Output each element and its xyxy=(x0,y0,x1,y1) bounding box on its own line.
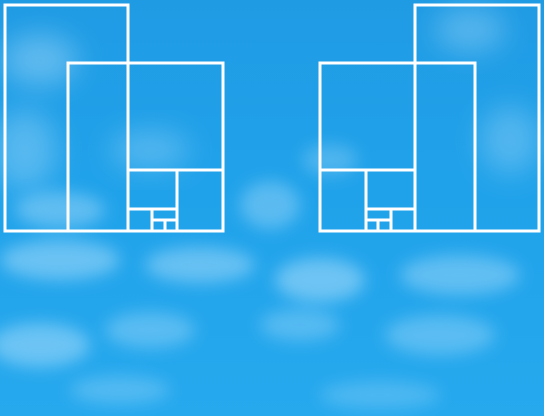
golden-square xyxy=(318,61,477,233)
golden-square xyxy=(150,207,179,222)
golden-square xyxy=(126,207,154,233)
golden-square xyxy=(175,168,225,233)
cloud-wisp xyxy=(385,315,495,355)
golden-square xyxy=(364,207,393,222)
golden-square xyxy=(126,61,225,172)
golden-square xyxy=(318,168,368,233)
golden-square xyxy=(318,61,417,172)
golden-square xyxy=(66,61,225,233)
cloud-wisp xyxy=(0,110,57,190)
cloud-wisp xyxy=(110,130,190,170)
golden-square xyxy=(163,218,179,233)
cloud-wisp xyxy=(0,323,90,367)
cloud-wisp xyxy=(70,376,170,404)
cloud-wisp xyxy=(302,144,358,176)
cloud-wisp xyxy=(434,8,506,52)
cloud-wisp xyxy=(105,312,195,348)
left-golden-rectangle-set xyxy=(3,3,225,233)
cloud-wisp xyxy=(400,255,520,295)
right-golden-rectangle-set xyxy=(318,3,541,233)
cloud-wisp xyxy=(0,240,120,280)
golden-square xyxy=(364,218,380,233)
cloud-wisp xyxy=(240,181,300,229)
golden-square xyxy=(376,218,393,233)
cloud-wisp xyxy=(2,34,78,86)
golden-square xyxy=(389,207,417,233)
golden-square xyxy=(150,218,167,233)
cloud-wisp xyxy=(260,309,340,341)
cloud-wisp xyxy=(145,247,255,283)
cloud-wisp xyxy=(320,381,440,409)
cloud-wisp xyxy=(275,258,365,302)
cloud-wisp xyxy=(15,192,105,228)
golden-square xyxy=(413,3,541,233)
cloud-wisp xyxy=(480,106,540,174)
